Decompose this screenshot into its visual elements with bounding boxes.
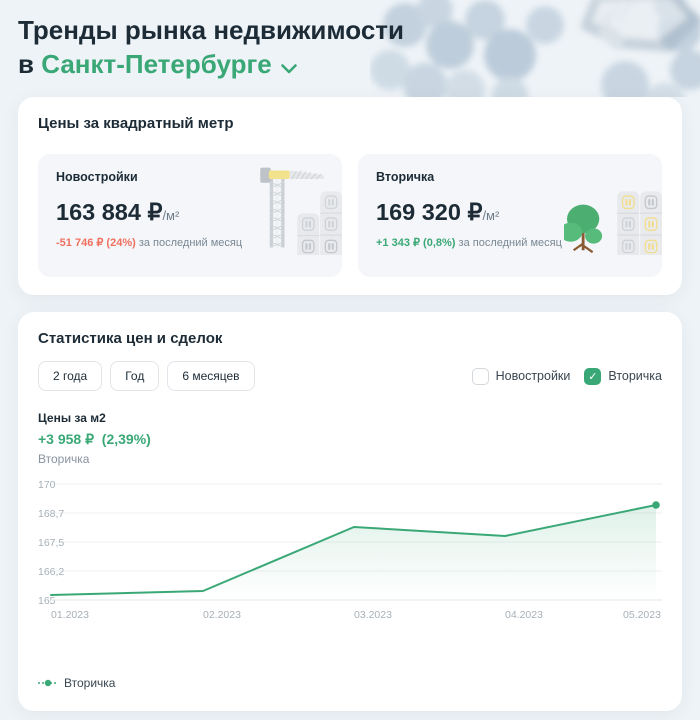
svg-text:167,5: 167,5 (38, 537, 64, 549)
svg-text:166,2: 166,2 (38, 566, 64, 578)
svg-text:04.2023: 04.2023 (505, 609, 543, 621)
svg-text:02.2023: 02.2023 (203, 609, 241, 621)
svg-text:05.2023: 05.2023 (623, 609, 661, 621)
svg-text:03.2023: 03.2023 (354, 609, 392, 621)
svg-text:01.2023: 01.2023 (51, 609, 89, 621)
svg-text:168,7: 168,7 (38, 508, 64, 520)
svg-text:170: 170 (38, 479, 56, 491)
